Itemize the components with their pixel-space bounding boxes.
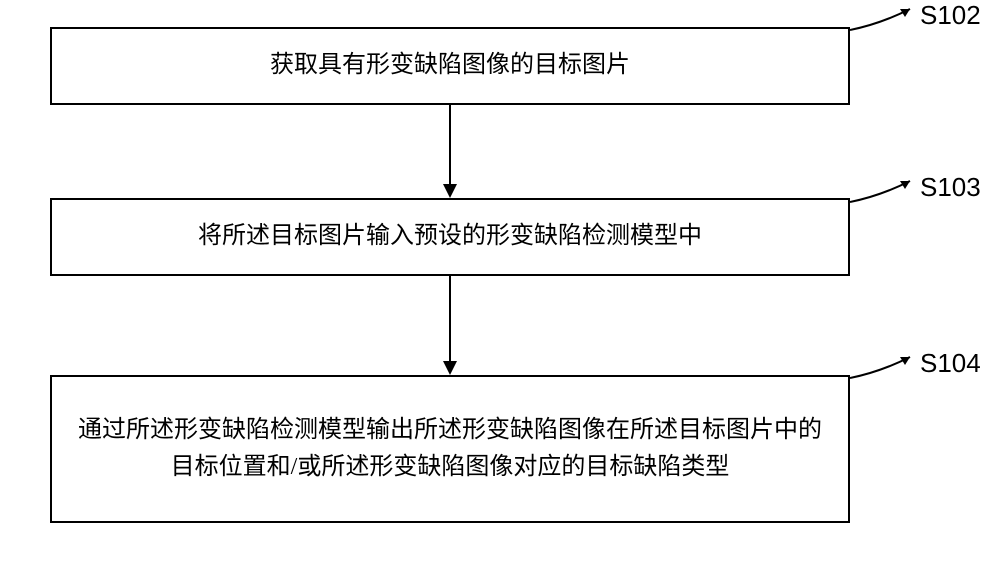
step-box-s103: 将所述目标图片输入预设的形变缺陷检测模型中 [50, 198, 850, 276]
pointer-arrow-s102 [850, 0, 930, 40]
pointer-arrow-s103 [850, 172, 930, 212]
connector-s102-s103 [440, 105, 460, 199]
connector-s103-s104 [440, 276, 460, 376]
pointer-arrow-s104 [850, 348, 930, 388]
step-box-s104: 通过所述形变缺陷检测模型输出所述形变缺陷图像在所述目标图片中的目标位置和/或所述… [50, 375, 850, 523]
step-text-s104: 通过所述形变缺陷检测模型输出所述形变缺陷图像在所述目标图片中的目标位置和/或所述… [72, 412, 828, 486]
step-box-s102: 获取具有形变缺陷图像的目标图片 [50, 27, 850, 105]
step-text-s102: 获取具有形变缺陷图像的目标图片 [270, 47, 630, 84]
step-text-s103: 将所述目标图片输入预设的形变缺陷检测模型中 [198, 218, 702, 255]
